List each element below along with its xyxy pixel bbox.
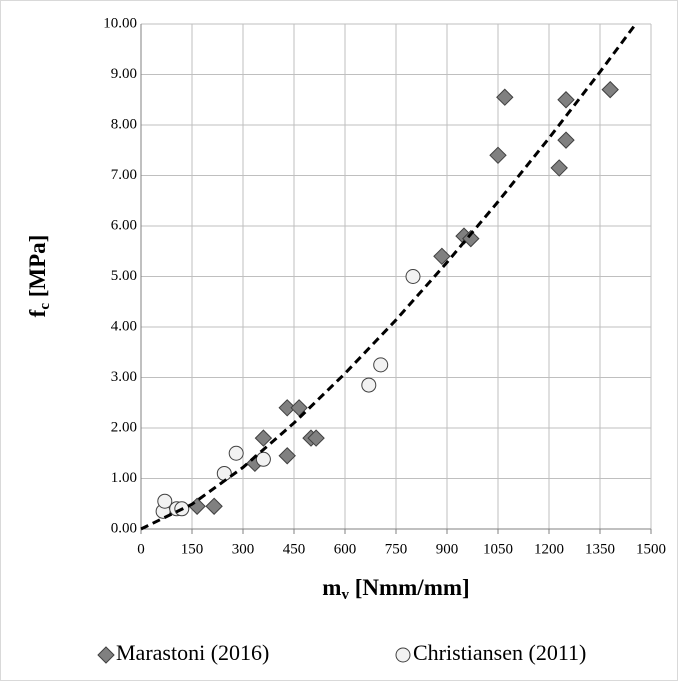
x-label-unit: [Nmm/mm] [349, 575, 470, 600]
legend-label: Christiansen (2011) [413, 640, 586, 665]
diamond-marker [278, 399, 296, 417]
y-tick-label: 4.00 [111, 318, 137, 334]
y-tick-label: 3.00 [111, 369, 137, 385]
diamond-marker [433, 247, 451, 266]
x-tick-label: 900 [436, 541, 459, 557]
diamond-marker [489, 146, 507, 165]
x-label-sub: v [341, 587, 349, 603]
circle-marker [157, 493, 173, 509]
y-tick-label: 1.00 [111, 470, 137, 486]
x-tick-label: 750 [385, 541, 408, 557]
y-tick-label: 2.00 [111, 419, 137, 435]
diamond-marker [550, 159, 568, 177]
diamond-marker [205, 497, 223, 515]
x-tick-label: 1500 [636, 541, 666, 557]
x-tick-label: 450 [283, 541, 306, 557]
y-tick-label: 10.00 [103, 15, 137, 31]
y-tick-label: 5.00 [111, 268, 137, 284]
y-tick-label: 8.00 [111, 116, 137, 132]
diamond-marker [496, 88, 514, 106]
x-tick-label: 1050 [483, 541, 513, 557]
y-tick-label: 7.00 [111, 167, 137, 183]
diamond-marker [254, 429, 273, 447]
circle-marker [361, 377, 377, 393]
y-label-sub: c [37, 303, 53, 310]
x-tick-label: 1350 [585, 541, 615, 557]
x-tick-label: 150 [181, 541, 204, 557]
circle-marker [373, 357, 389, 373]
y-label-main: f [25, 309, 50, 317]
y-axis-label: fc [MPa] [25, 235, 53, 318]
x-tick-label: 1200 [534, 541, 564, 557]
x-label-main: m [322, 575, 341, 600]
legend-label: Marastoni (2016) [116, 640, 269, 665]
diamond-marker [278, 447, 296, 465]
circle-marker [405, 269, 421, 284]
diamond-marker [97, 646, 115, 664]
diamond-marker [601, 80, 619, 99]
y-tick-label: 0.00 [111, 520, 137, 536]
diamond-marker [307, 429, 325, 447]
diamond-marker [557, 131, 575, 149]
diamond-marker [557, 91, 575, 109]
trend-line [140, 23, 637, 531]
circle-marker [255, 451, 271, 467]
diamond-marker [290, 399, 308, 417]
y-tick-label: 9.00 [111, 66, 137, 82]
x-tick-label: 600 [334, 541, 357, 557]
circle-marker [228, 445, 244, 461]
y-label-unit: [MPa] [25, 235, 50, 303]
x-tick-label: 0 [137, 541, 145, 557]
y-tick-label: 6.00 [111, 217, 137, 233]
x-tick-label: 300 [232, 541, 255, 557]
x-axis-label: mv [Nmm/mm] [322, 575, 469, 603]
circle-marker [395, 647, 411, 663]
diamond-marker [462, 229, 480, 248]
circle-marker [216, 465, 232, 481]
